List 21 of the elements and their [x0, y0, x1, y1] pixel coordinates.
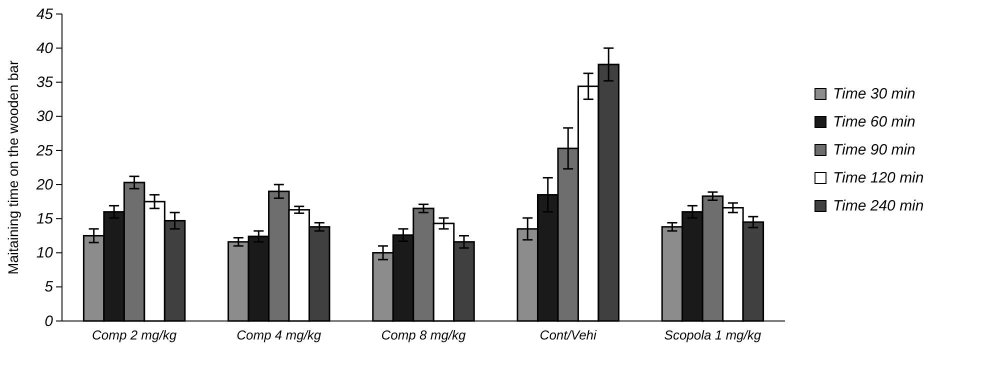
- legend-label: Time 30 min: [833, 86, 916, 102]
- y-tick-label: 35: [36, 74, 54, 92]
- y-tick-label: 10: [36, 244, 54, 262]
- legend-label: Time 60 min: [833, 114, 916, 130]
- y-tick-label: 45: [36, 6, 54, 23]
- x-tick-label: Scopola 1 mg/kg: [664, 328, 762, 343]
- x-tick-label: Cont/Vehi: [540, 328, 598, 343]
- y-tick-label: 40: [36, 40, 54, 57]
- y-tick-label: 20: [35, 176, 54, 194]
- legend-label: Time 240 min: [833, 198, 924, 214]
- x-tick-label: Comp 8 mg/kg: [381, 328, 467, 343]
- legend-label: Time 90 min: [833, 142, 916, 158]
- legend-label: Time 120 min: [833, 170, 924, 186]
- x-tick-label: Comp 4 mg/kg: [236, 328, 322, 343]
- x-tick-label: Comp 2 mg/kg: [92, 328, 178, 343]
- y-tick-label: 30: [36, 108, 54, 126]
- y-tick-label: 15: [36, 210, 54, 228]
- y-axis-title: Maitaining time on the wooden bar: [5, 60, 21, 275]
- y-tick-label: 25: [35, 142, 54, 160]
- y-tick-label: 0: [44, 312, 54, 330]
- y-tick-label: 5: [44, 278, 54, 296]
